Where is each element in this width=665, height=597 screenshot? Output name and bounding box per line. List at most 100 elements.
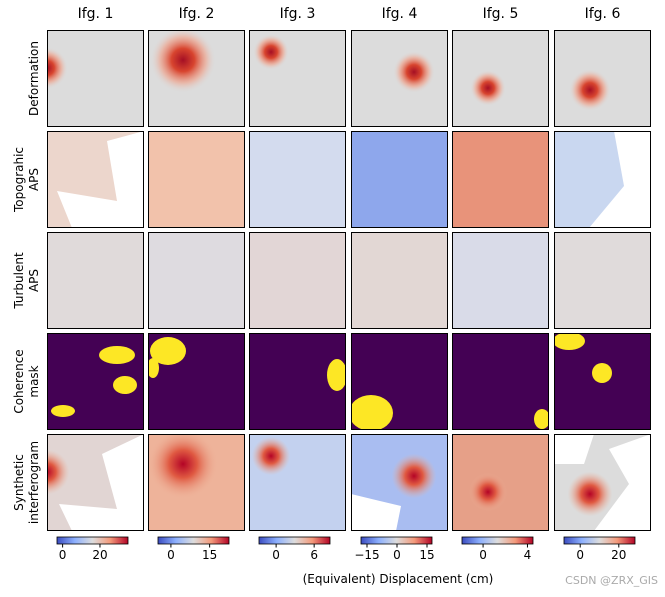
no-data-area — [589, 131, 651, 228]
colorbar-tick-label: 20 — [92, 548, 107, 562]
panel-bg — [148, 232, 245, 329]
colorbar — [563, 536, 636, 545]
panel-bg — [249, 131, 346, 228]
no-data-area — [554, 434, 651, 531]
mask-area — [327, 359, 346, 391]
deformation-blob — [393, 51, 435, 93]
colorbar-tick-label: 0 — [167, 548, 175, 562]
mask-area — [113, 376, 137, 394]
panel-bg — [249, 232, 346, 329]
panel-bg — [351, 232, 448, 329]
deformation-blob — [470, 70, 506, 106]
panel-frame — [452, 131, 549, 228]
colorbar-tick-label: −15 — [354, 548, 379, 562]
no-data-area — [57, 131, 144, 228]
image-panel — [351, 30, 448, 127]
panel-frame — [554, 232, 651, 329]
image-panel — [554, 333, 651, 430]
deformation-blob — [251, 436, 291, 476]
row-label: mask — [27, 365, 41, 397]
panel-frame — [47, 434, 144, 531]
panel-frame — [47, 232, 144, 329]
image-panel — [47, 232, 144, 329]
panel-frame — [47, 131, 144, 228]
image-panel — [452, 30, 549, 127]
panel-frame — [351, 333, 448, 430]
image-panel — [148, 131, 245, 228]
deformation-blob — [468, 472, 508, 512]
colorbar — [258, 536, 331, 545]
colorbar-tick-label: 4 — [524, 548, 532, 562]
image-panel — [47, 131, 144, 228]
panel-frame — [249, 434, 346, 531]
panel-frame — [148, 434, 245, 531]
panel-frame — [249, 232, 346, 329]
panel-bg — [452, 333, 549, 430]
image-panel — [47, 30, 144, 127]
colorbar-tick-label: 6 — [310, 548, 318, 562]
image-panel — [249, 131, 346, 228]
image-panel — [452, 232, 549, 329]
row-label: interferogram — [27, 441, 41, 524]
panel-frame — [47, 333, 144, 430]
colorbar-tick-label: 15 — [202, 548, 217, 562]
row-label: Synthetic — [12, 454, 26, 511]
panel-frame — [452, 30, 549, 127]
row-label: APS — [27, 168, 41, 191]
panel-bg — [148, 131, 245, 228]
image-panel — [554, 434, 651, 531]
panel-frame — [351, 131, 448, 228]
panel-frame — [554, 30, 651, 127]
panel-frame — [148, 131, 245, 228]
deformation-blob — [148, 434, 219, 500]
mask-area — [534, 409, 549, 429]
panel-frame — [148, 333, 245, 430]
no-data-area — [351, 494, 401, 531]
panel-frame — [47, 30, 144, 127]
column-title: Ifg. 4 — [382, 6, 418, 22]
mask-area — [51, 405, 75, 417]
column-title: Ifg. 1 — [78, 6, 114, 22]
colorbar-tick-label: 0 — [393, 548, 401, 562]
image-panel — [554, 30, 651, 127]
row-label: Turbulent — [12, 252, 26, 310]
mask-area — [592, 363, 612, 383]
colorbar — [461, 536, 534, 545]
deformation-blob — [150, 30, 216, 93]
panel-frame — [148, 232, 245, 329]
mask-area — [99, 346, 135, 364]
row-label: Coherence — [12, 349, 26, 413]
panel-frame — [554, 333, 651, 430]
column-title: Ifg. 2 — [179, 6, 215, 22]
row-label: APS — [27, 269, 41, 292]
column-title: Ifg. 3 — [280, 6, 316, 22]
panel-bg — [351, 131, 448, 228]
x-axis-label: (Equivalent) Displacement (cm) — [303, 572, 494, 586]
deformation-blob — [569, 69, 611, 111]
image-panel — [249, 333, 346, 430]
colorbar-tick-label: 0 — [272, 548, 280, 562]
panel-frame — [249, 333, 346, 430]
watermark: CSDN @ZRX_GIS — [565, 574, 658, 587]
mask-area — [148, 358, 159, 378]
panel-frame — [148, 30, 245, 127]
mask-area — [150, 337, 186, 365]
image-panel — [351, 333, 448, 430]
colorbar — [56, 536, 129, 545]
panel-frame — [249, 30, 346, 127]
colorbar-tick-label: 0 — [576, 548, 584, 562]
image-panel — [249, 434, 346, 531]
panel-bg — [554, 232, 651, 329]
image-panel — [351, 232, 448, 329]
colorbar — [157, 536, 230, 545]
image-panel — [148, 333, 245, 430]
image-panel — [351, 434, 448, 531]
colorbar-tick-label: 0 — [59, 548, 67, 562]
image-panel — [452, 131, 549, 228]
deformation-blob — [253, 34, 289, 70]
deformation-blob — [391, 453, 437, 499]
image-panel — [47, 333, 144, 430]
row-label: Topograhic — [12, 147, 26, 213]
panel-frame — [249, 131, 346, 228]
